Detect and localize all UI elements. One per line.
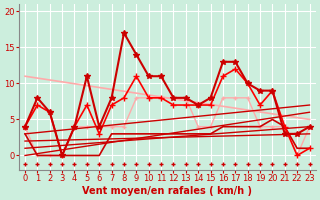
X-axis label: Vent moyen/en rafales ( km/h ): Vent moyen/en rafales ( km/h ) <box>82 186 252 196</box>
